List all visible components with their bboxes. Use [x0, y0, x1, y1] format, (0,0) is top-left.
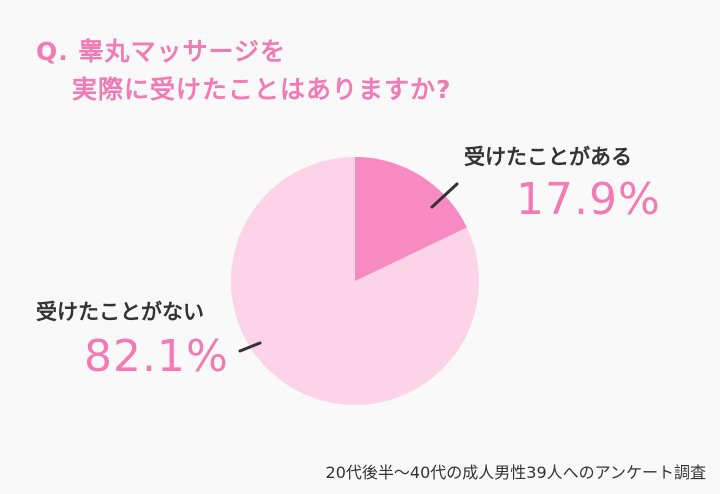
question-title-line1: Q. 睾丸マッサージを: [36, 37, 286, 66]
percent-yes: 17.9%: [516, 174, 661, 225]
leader-line-no: [238, 341, 262, 353]
leader-line-yes: [430, 182, 459, 209]
survey-footnote: 20代後半〜40代の成人男性39人へのアンケート調査: [325, 463, 706, 482]
label-yes: 受けたことがある: [464, 145, 632, 169]
label-no: 受けたことがない: [36, 300, 204, 324]
question-title-line2: 実際に受けたことはありますか?: [72, 75, 452, 104]
percent-no: 82.1%: [84, 331, 229, 382]
pie-slice-yes: [355, 157, 467, 281]
